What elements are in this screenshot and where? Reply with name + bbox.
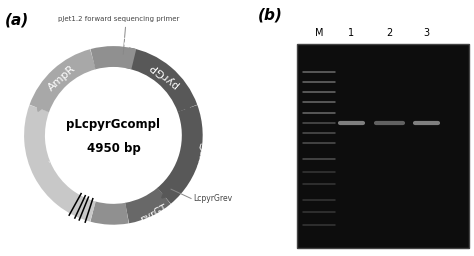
Polygon shape (162, 185, 175, 198)
Text: 1: 1 (348, 28, 354, 38)
Text: M: M (315, 28, 324, 38)
Text: pyrGP: pyrGP (148, 60, 180, 90)
Text: Eco47I: Eco47I (96, 224, 124, 234)
Text: 2: 2 (387, 28, 393, 38)
Text: ori: ori (48, 154, 63, 171)
Text: pyrG: pyrG (195, 140, 210, 168)
Bar (297, 44, 469, 248)
Polygon shape (178, 98, 191, 111)
Text: Eco47I: Eco47I (102, 37, 131, 47)
Text: (a): (a) (5, 12, 29, 27)
Text: pyrGT: pyrGT (138, 204, 169, 226)
Text: pLcpyrGcompl: pLcpyrGcompl (66, 118, 160, 131)
Text: pJet1.2 forward sequencing primer: pJet1.2 forward sequencing primer (58, 16, 179, 22)
Text: AmpR: AmpR (46, 64, 78, 93)
Text: 4950 bp: 4950 bp (87, 142, 140, 155)
Polygon shape (36, 98, 48, 111)
Text: LcpyrGrev: LcpyrGrev (193, 194, 233, 203)
Text: (b): (b) (258, 8, 283, 23)
Text: 3: 3 (423, 28, 429, 38)
